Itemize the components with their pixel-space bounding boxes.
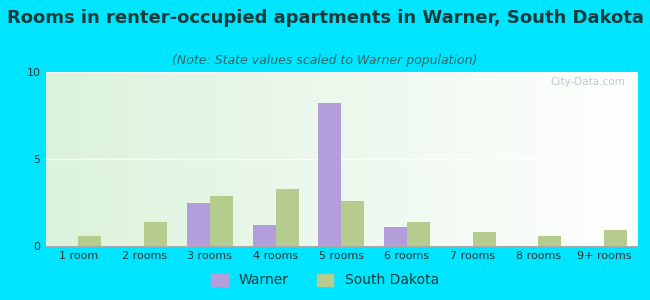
Bar xyxy=(604,230,627,246)
Bar xyxy=(318,103,341,246)
Bar xyxy=(473,232,496,246)
Bar xyxy=(276,189,298,246)
Bar xyxy=(538,236,562,246)
Bar xyxy=(341,201,364,246)
Bar xyxy=(79,236,101,246)
Legend: Warner, South Dakota: Warner, South Dakota xyxy=(205,268,445,293)
Text: Rooms in renter-occupied apartments in Warner, South Dakota: Rooms in renter-occupied apartments in W… xyxy=(6,9,644,27)
Text: (Note: State values scaled to Warner population): (Note: State values scaled to Warner pop… xyxy=(172,54,478,67)
Bar xyxy=(407,222,430,246)
Bar xyxy=(210,196,233,246)
Bar xyxy=(144,222,167,246)
Bar xyxy=(187,202,210,246)
Bar xyxy=(252,225,276,246)
Bar xyxy=(384,227,407,246)
Text: City-Data.com: City-Data.com xyxy=(551,77,625,87)
